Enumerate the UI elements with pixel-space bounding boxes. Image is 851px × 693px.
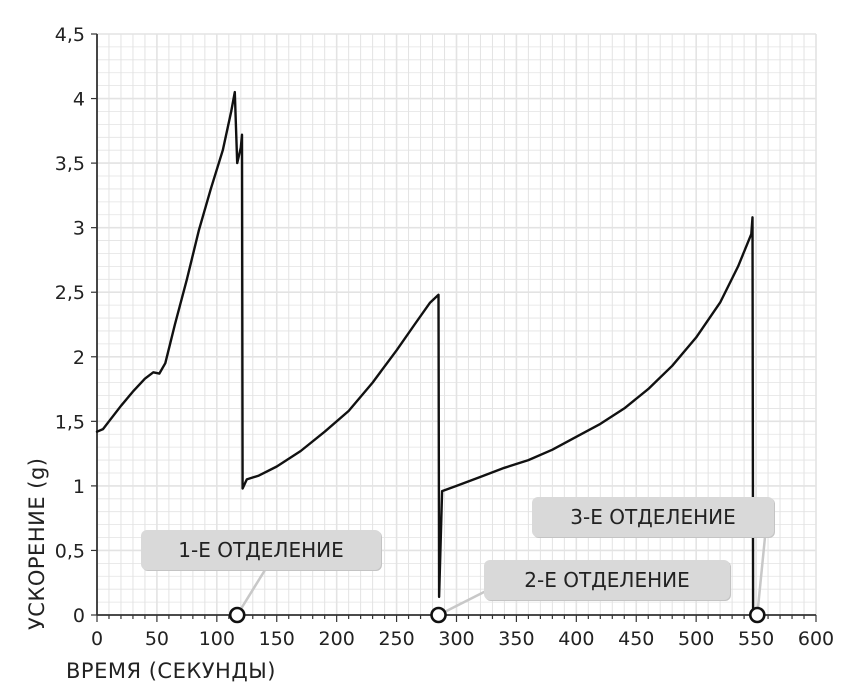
callout-1st-separation: 1-Е ОТДЕЛЕНИЕ (141, 530, 381, 570)
x-tick-label: 100 (199, 628, 235, 650)
y-tick-label: 3 (73, 218, 85, 240)
callout-leaders (236, 536, 767, 617)
x-tick-label: 600 (798, 628, 834, 650)
x-tick-label: 300 (438, 628, 474, 650)
y-tick-label: 0 (73, 605, 85, 627)
callout-3rd-separation: 3-Е ОТДЕЛЕНИЕ (532, 497, 774, 537)
y-tick-labels: 0 0,5 1 1,5 2 2,5 3 3,5 4 4,5 (55, 24, 85, 627)
x-tick-label: 450 (618, 628, 654, 650)
callout-leader (756, 536, 767, 616)
x-tick-label: 50 (145, 628, 169, 650)
x-tick-label: 500 (678, 628, 714, 650)
x-tick-label: 250 (378, 628, 414, 650)
y-tick-label: 4,5 (55, 24, 85, 46)
y-tick-label: 3,5 (55, 153, 85, 175)
x-tick-label: 0 (91, 628, 103, 650)
y-tick-label: 4 (73, 89, 85, 111)
callout-2nd-separation: 2-Е ОТДЕЛЕНИЕ (484, 560, 730, 600)
x-tick-label: 550 (738, 628, 774, 650)
x-tick-label: 400 (558, 628, 594, 650)
x-tick-label: 150 (259, 628, 295, 650)
callout-leader (437, 588, 489, 617)
y-tick-label: 0,5 (55, 540, 85, 562)
markers (228, 606, 766, 624)
y-tick-label: 1,5 (55, 411, 85, 433)
x-tick-labels: 0 50 100 150 200 250 300 350 400 450 500 550 600 (91, 628, 834, 650)
callout-leader (236, 569, 267, 616)
x-tick-label: 200 (319, 628, 355, 650)
separation-marker (430, 606, 447, 624)
separation-marker (748, 606, 766, 624)
y-tick-label: 2 (73, 347, 85, 369)
y-axis-title: УСКОРЕНИЕ (g) (25, 458, 49, 631)
y-tick-label: 1 (73, 476, 85, 498)
separation-marker (228, 606, 246, 624)
x-tick-label: 350 (498, 628, 534, 650)
y-tick-label: 2,5 (55, 282, 85, 304)
series-line (95, 90, 755, 617)
x-axis-title: ВРЕМЯ (СЕКУНДЫ) (66, 659, 276, 683)
